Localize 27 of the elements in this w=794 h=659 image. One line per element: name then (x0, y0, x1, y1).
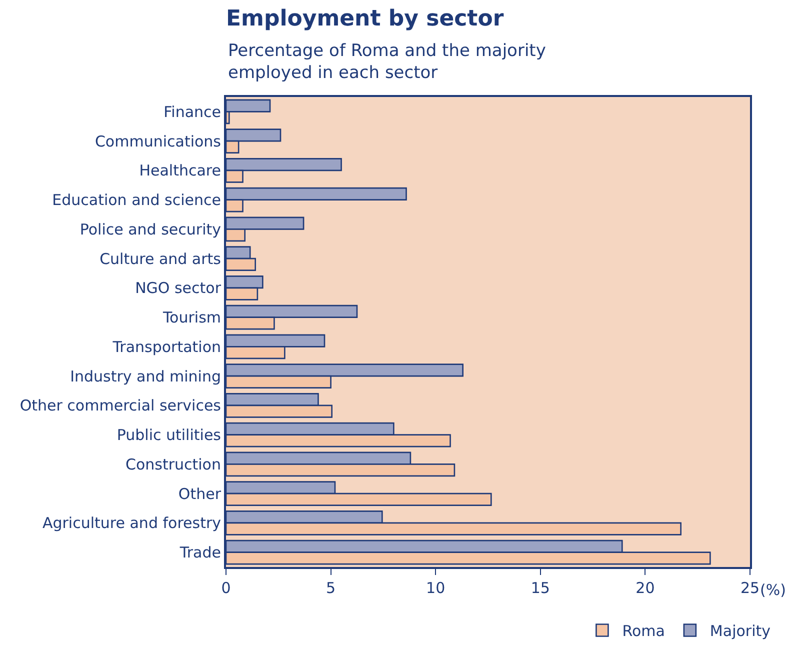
y-tick-label: Culture and arts (100, 250, 222, 268)
y-tick-label: NGO sector (135, 279, 222, 298)
y-tick-label: Tourism (162, 308, 221, 327)
x-tick-label: 10 (426, 579, 446, 597)
legend-label: Majority (710, 622, 771, 640)
x-tick-label: 20 (636, 579, 655, 597)
y-tick-label: Police and security (80, 220, 222, 238)
y-tick-label: Other commercial services (20, 396, 222, 415)
y-tick-label: Trade (178, 544, 221, 562)
y-tick-label: Education and science (52, 191, 221, 210)
y-tick-label: Finance (164, 102, 221, 121)
y-tick-label: Other (178, 484, 222, 503)
y-tick-label: Public utilities (116, 426, 222, 444)
x-tick-label: 0 (221, 579, 231, 597)
chart-title: Employment by sector (226, 6, 504, 32)
y-tick-label: Transportation (112, 338, 221, 356)
y-tick-label: Construction (125, 455, 221, 474)
x-axis-title: (%) (760, 581, 786, 599)
chart-subtitle: Percentage of Roma and the majority employed in each sector (228, 41, 546, 84)
y-tick-label: Communications (94, 132, 222, 150)
y-tick-label: Healthcare (139, 162, 221, 180)
x-tick-label: 5 (326, 579, 336, 597)
x-tick-label: 15 (530, 579, 550, 597)
y-tick-label: Agriculture and forestry (42, 514, 222, 532)
y-tick-label: Industry and mining (70, 367, 221, 386)
x-tick-label: 25 (740, 579, 760, 597)
legend-label: Roma (622, 622, 665, 640)
